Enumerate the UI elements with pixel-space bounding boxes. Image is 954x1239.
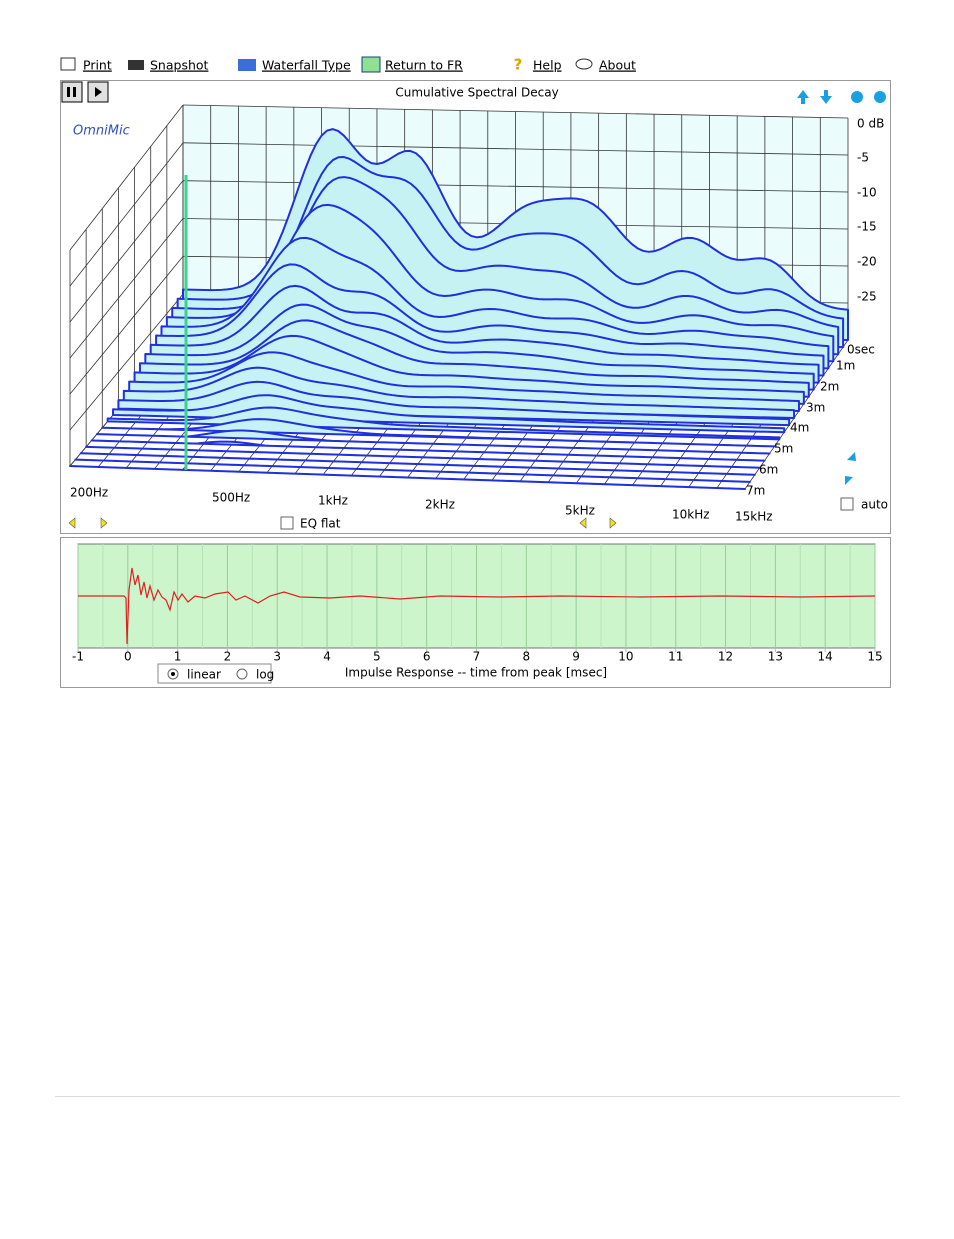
decay-curve <box>117 380 791 427</box>
side-grid <box>69 218 184 359</box>
about-icon[interactable] <box>575 58 593 70</box>
time-label: 0sec <box>847 343 875 357</box>
auto-label[interactable]: auto <box>861 498 888 512</box>
x-tick-label: 9 <box>572 650 580 664</box>
print-icon[interactable] <box>60 57 76 71</box>
side-grid <box>69 104 184 251</box>
decay-curve <box>101 418 776 448</box>
impulse-caption: Impulse Response -- time from peak [msec… <box>345 666 607 680</box>
db-label: -10 <box>857 186 877 200</box>
x-tick-label: -1 <box>72 650 84 664</box>
side-grid <box>69 293 184 431</box>
log-radio[interactable] <box>236 668 248 680</box>
x-tick-label: 6 <box>423 650 431 664</box>
x-tick-label: 7 <box>473 650 481 664</box>
back-grid <box>182 180 849 193</box>
x-tick-label: 1 <box>174 650 182 664</box>
time-label: 3m <box>806 401 825 415</box>
time-label: 5m <box>774 442 793 456</box>
x-tick-label: 2 <box>224 650 232 664</box>
toolbar-print[interactable]: Print <box>83 58 112 73</box>
x-tick-label: 15 <box>867 650 882 664</box>
floor-grid <box>744 339 849 490</box>
pause-button[interactable] <box>61 81 83 103</box>
time-label: 4m <box>790 421 809 435</box>
x-tick-label: 10 <box>618 650 633 664</box>
eq-flat-label[interactable]: EQ flat <box>300 517 341 531</box>
x-tick-label: 14 <box>818 650 833 664</box>
decay-curve <box>79 452 756 476</box>
waterfall-icon[interactable] <box>238 59 256 71</box>
side-grid <box>69 142 184 287</box>
eq-flat-checkbox[interactable] <box>280 516 294 530</box>
waterfall-plot: 0 dB -5 -10 -15 -20 -25 0sec 1m 2m 3m 4m 5m 6m 7m 200H… <box>69 104 884 524</box>
x-tick-label: 12 <box>718 650 733 664</box>
x-tick-label: 0 <box>124 650 132 664</box>
freq-label: 2kHz <box>425 498 455 512</box>
help-icon[interactable]: ? <box>514 56 523 74</box>
decay-curve <box>90 439 766 462</box>
log-label[interactable]: log <box>256 668 274 682</box>
decay-curve <box>85 445 761 469</box>
freq-label: 15kHz <box>735 510 773 524</box>
freq-label: 10kHz <box>672 508 710 522</box>
side-grid <box>69 256 184 395</box>
impulse-trace <box>78 567 876 645</box>
side-grid <box>69 180 184 323</box>
brand: OmniMic <box>73 124 130 139</box>
time-label: 7m <box>746 484 765 498</box>
time-label: 2m <box>820 380 839 394</box>
x-tick-label: 13 <box>768 650 783 664</box>
decay-curve <box>74 458 751 483</box>
toolbar-waterfall-type[interactable]: Waterfall Type <box>262 58 351 73</box>
pause-glyph <box>67 87 70 97</box>
freq-label: 200Hz <box>70 486 108 500</box>
db-label: -20 <box>857 255 877 269</box>
return-icon[interactable] <box>361 56 381 73</box>
decay-curve <box>95 429 771 455</box>
time-label: 6m <box>759 463 778 477</box>
decay-curve <box>69 465 746 490</box>
back-grid <box>182 142 849 156</box>
x-tick-label: 3 <box>273 650 281 664</box>
view-arrows[interactable] <box>797 90 886 485</box>
snapshot-icon[interactable] <box>128 60 144 70</box>
x-tick-label: 11 <box>668 650 683 664</box>
freq-label: 500Hz <box>212 491 250 505</box>
toolbar-return[interactable]: Return to FR <box>385 58 463 73</box>
toolbar-about[interactable]: About <box>599 58 636 73</box>
linear-label[interactable]: linear <box>187 668 221 682</box>
toolbar-help[interactable]: Help <box>533 58 562 73</box>
time-label: 1m <box>836 359 855 373</box>
scale-group <box>157 663 272 684</box>
x-tick-label: 8 <box>522 650 530 664</box>
back-grid <box>182 104 849 119</box>
freq-label: 1kHz <box>318 494 348 508</box>
db-label: -15 <box>857 220 877 234</box>
play-glyph <box>95 87 102 97</box>
toolbar-snapshot[interactable]: Snapshot <box>150 58 209 73</box>
freq-label: 5kHz <box>565 504 595 518</box>
linear-radio-dot <box>171 672 175 676</box>
decay-curve <box>106 406 781 441</box>
db-label: -5 <box>857 151 869 165</box>
x-tick-label: 4 <box>323 650 331 664</box>
auto-checkbox[interactable] <box>840 497 854 511</box>
waterfall-title: Cumulative Spectral Decay <box>395 86 558 100</box>
db-label: -25 <box>857 290 877 304</box>
db-label: 0 dB <box>857 117 884 131</box>
x-tick-label: 5 <box>373 650 381 664</box>
pause-glyph <box>73 87 76 97</box>
decay-curve <box>112 394 786 434</box>
